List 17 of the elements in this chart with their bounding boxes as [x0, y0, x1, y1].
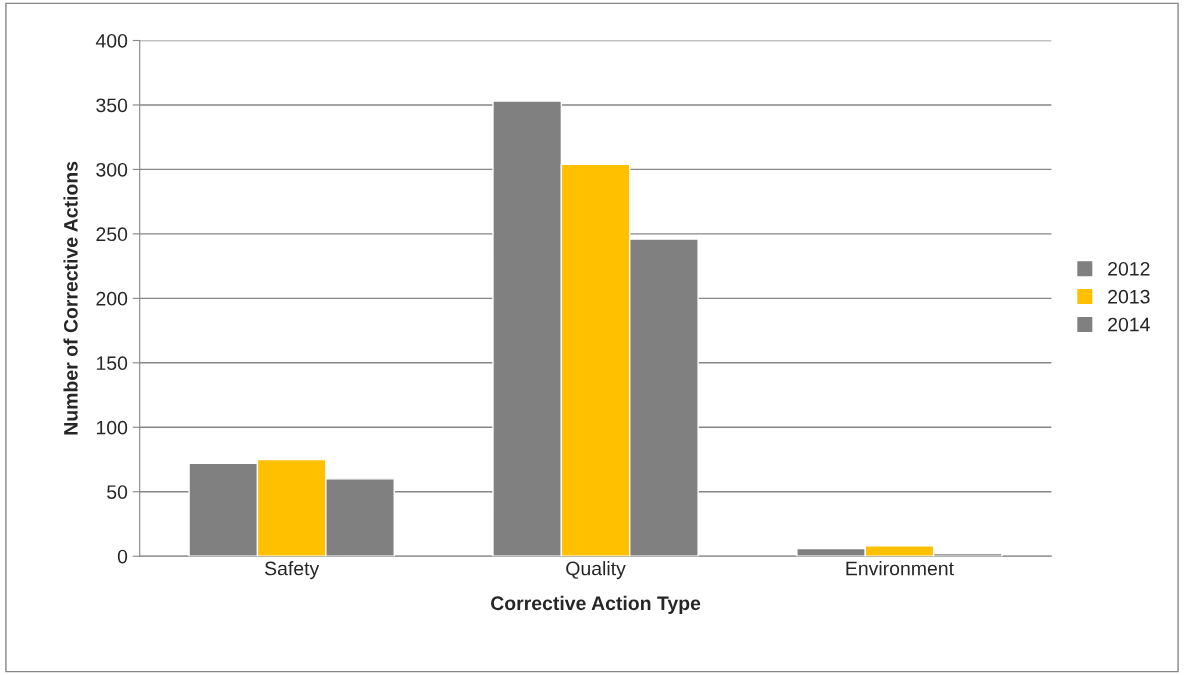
y-tick-label: 250 — [96, 227, 128, 242]
y-tick-label: 0 — [117, 549, 128, 564]
legend-label: 2013 — [1108, 289, 1150, 304]
y-tick-label: 200 — [96, 291, 128, 306]
x-tick-label: Quality — [566, 561, 626, 580]
x-tick-label: Safety — [264, 561, 320, 580]
y-tick-label: 50 — [107, 485, 128, 499]
x-tick-label: Environment — [846, 561, 954, 576]
y-tick-label: 300 — [96, 162, 128, 177]
y-tick-label: 100 — [96, 420, 128, 435]
y-tick-label: 150 — [96, 356, 128, 371]
x-axis-title: Corrective Action Type — [491, 595, 701, 614]
y-tick-label: 400 — [95, 33, 128, 48]
y-axis-title: Number of Corrective Actions — [63, 161, 78, 435]
y-tick-label: 350 — [96, 98, 128, 113]
legend-label: 2014 — [1108, 317, 1150, 332]
legend-label: 2012 — [1108, 261, 1150, 276]
